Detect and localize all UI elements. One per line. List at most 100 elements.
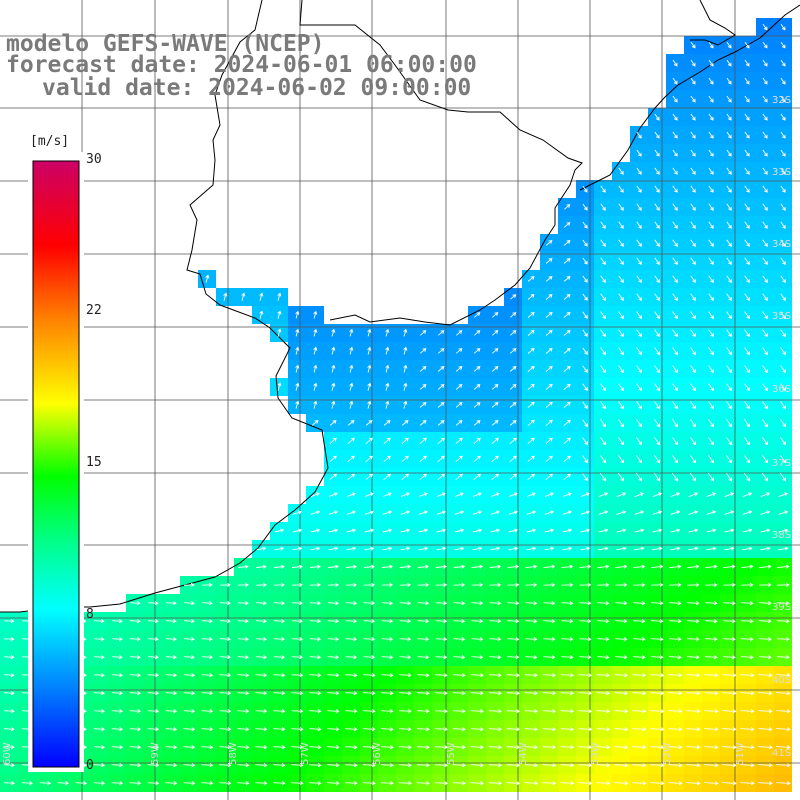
wind-arrow bbox=[545, 455, 553, 463]
wind-arrow bbox=[651, 601, 664, 606]
wind-arrow bbox=[327, 709, 340, 714]
wind-arrow bbox=[758, 655, 772, 660]
wind-arrow bbox=[452, 781, 467, 786]
wind-arrow bbox=[690, 275, 696, 283]
wind-arrow bbox=[291, 691, 304, 696]
wind-arrow bbox=[417, 619, 430, 624]
wind-arrow bbox=[542, 781, 557, 786]
wind-arrow bbox=[345, 655, 358, 660]
wind-arrow bbox=[758, 745, 773, 750]
wind-arrow bbox=[744, 77, 750, 85]
wind-arrow bbox=[634, 510, 645, 515]
wind-arrow bbox=[582, 419, 588, 428]
wind-arrow bbox=[277, 310, 282, 319]
wind-arrow bbox=[762, 221, 768, 229]
wind-arrow bbox=[690, 59, 696, 67]
wind-arrow bbox=[291, 582, 303, 587]
wind-arrow bbox=[618, 329, 624, 338]
wind-arrow bbox=[327, 582, 339, 587]
wind-arrow bbox=[543, 582, 556, 587]
wind-arrow bbox=[471, 582, 484, 587]
wind-arrow bbox=[708, 131, 714, 139]
wind-arrow bbox=[4, 691, 15, 696]
wind-arrow bbox=[744, 437, 751, 446]
wind-arrow bbox=[579, 582, 592, 587]
wind-arrow bbox=[777, 582, 790, 587]
wind-arrow bbox=[742, 510, 753, 515]
wind-arrow bbox=[345, 763, 358, 768]
wind-arrow bbox=[726, 275, 732, 283]
wind-arrow bbox=[419, 366, 427, 372]
wind-arrow bbox=[560, 745, 575, 750]
wind-arrow bbox=[600, 383, 606, 392]
wind-arrow bbox=[543, 564, 556, 569]
wind-arrow bbox=[398, 781, 412, 786]
wind-arrow bbox=[706, 546, 717, 551]
lon-label-53w: 53W bbox=[590, 742, 601, 765]
wind-arrow bbox=[327, 637, 340, 642]
wind-arrow bbox=[776, 709, 791, 714]
wind-arrow bbox=[672, 59, 678, 67]
wind-arrow bbox=[690, 257, 696, 266]
wind-arrow bbox=[545, 240, 553, 246]
wind-arrow bbox=[686, 691, 701, 696]
wind-arrow bbox=[491, 437, 499, 445]
wind-arrow bbox=[582, 185, 588, 193]
wind-arrow bbox=[472, 492, 482, 498]
wind-arrow bbox=[524, 673, 538, 678]
wind-arrow bbox=[775, 763, 791, 768]
wind-arrow bbox=[219, 691, 232, 696]
wind-arrow bbox=[273, 745, 286, 750]
wind-arrow bbox=[636, 347, 642, 356]
wind-arrow bbox=[94, 637, 105, 642]
wind-arrow bbox=[652, 528, 663, 533]
wind-arrow bbox=[726, 59, 732, 67]
wind-arrow bbox=[776, 655, 790, 660]
wind-arrow bbox=[561, 619, 574, 624]
wind-arrow bbox=[672, 455, 679, 464]
wind-arrow bbox=[255, 691, 268, 696]
wind-arrow bbox=[579, 564, 592, 569]
wind-arrow bbox=[291, 619, 303, 624]
wind-arrow bbox=[744, 311, 750, 320]
wind-arrow bbox=[362, 781, 376, 786]
wind-arrow bbox=[363, 763, 376, 768]
wind-arrow bbox=[292, 546, 303, 551]
wind-arrow bbox=[762, 383, 768, 392]
wind-arrow bbox=[780, 185, 786, 193]
wind-arrow bbox=[600, 239, 606, 247]
wind-arrow bbox=[525, 582, 538, 587]
wind-arrow bbox=[434, 781, 449, 786]
wind-arrow bbox=[634, 492, 645, 498]
wind-arrow bbox=[292, 510, 303, 515]
wind-arrow bbox=[147, 745, 160, 750]
wind-arrow bbox=[403, 328, 408, 337]
wind-arrow bbox=[582, 383, 588, 391]
wind-arrow bbox=[277, 328, 282, 337]
colorbar bbox=[32, 160, 80, 768]
wind-arrow bbox=[525, 637, 538, 642]
wind-arrow bbox=[545, 293, 553, 300]
wind-arrow bbox=[780, 311, 786, 320]
wind-arrow bbox=[21, 781, 33, 786]
wind-arrow bbox=[726, 329, 732, 338]
wind-arrow bbox=[363, 709, 376, 714]
wind-arrow bbox=[672, 131, 678, 139]
wind-arrow bbox=[165, 709, 178, 714]
wind-arrow bbox=[598, 528, 609, 533]
wind-arrow bbox=[654, 203, 660, 211]
wind-arrow bbox=[759, 619, 772, 624]
wind-arrow bbox=[437, 437, 445, 445]
wind-arrow bbox=[672, 185, 678, 193]
wind-arrow bbox=[273, 781, 286, 786]
wind-arrow bbox=[615, 582, 628, 587]
wind-arrow bbox=[600, 437, 607, 446]
wind-arrow bbox=[652, 510, 663, 515]
wind-arrow bbox=[706, 528, 717, 533]
wind-arrow bbox=[112, 637, 123, 642]
wind-arrow bbox=[706, 492, 717, 498]
wind-arrow bbox=[147, 781, 160, 786]
wind-arrow bbox=[309, 781, 322, 786]
wind-arrow bbox=[419, 348, 427, 354]
wind-arrow bbox=[654, 365, 660, 374]
